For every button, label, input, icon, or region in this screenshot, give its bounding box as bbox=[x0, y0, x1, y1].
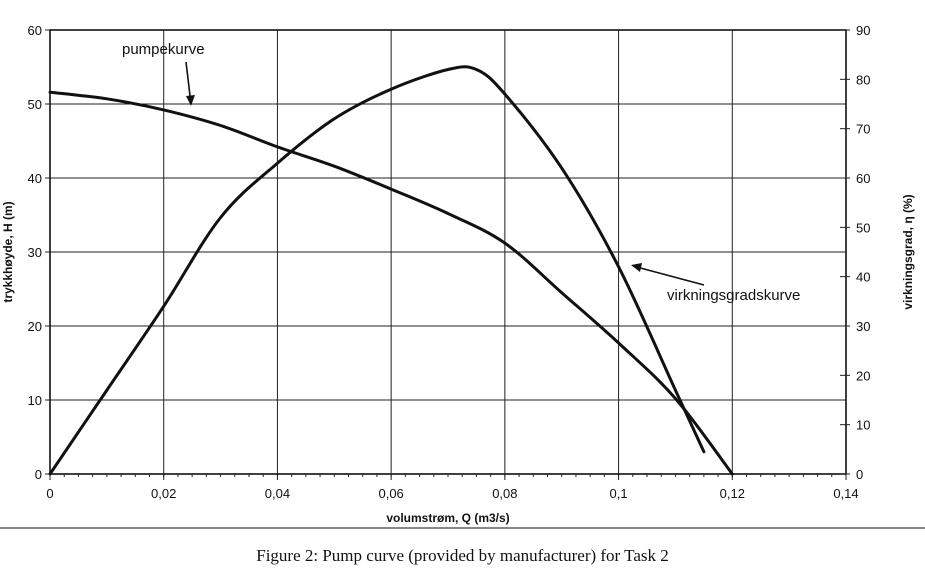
virkningsgradskurve-arrow bbox=[631, 263, 705, 286]
curves bbox=[48, 65, 734, 476]
x-tick-label: 0 bbox=[46, 486, 53, 501]
grid bbox=[50, 30, 846, 474]
pumpekurve-label: pumpekurve bbox=[122, 41, 205, 58]
x-tick-label: 0,12 bbox=[720, 486, 745, 501]
series-line-virkningsgradskurve bbox=[48, 65, 706, 476]
x-tick-label: 0,04 bbox=[265, 486, 290, 501]
y-left-tick-label: 30 bbox=[28, 245, 42, 260]
y-right-tick-label: 40 bbox=[856, 270, 870, 285]
ticks: 0 0,02 0,04 0,06 0,08 0,1 0,12 0,14 0 10 20 30 40 50 6… bbox=[28, 23, 871, 501]
y-left-tick-label: 10 bbox=[28, 393, 42, 408]
x-axis-title: volumstrøm, Q (m3/s) bbox=[386, 511, 509, 525]
y-right-tick-label: 50 bbox=[856, 220, 870, 235]
x-tick-label: 0,08 bbox=[492, 486, 517, 501]
y-left-tick-label: 20 bbox=[28, 319, 42, 334]
y-right-tick-label: 60 bbox=[856, 171, 870, 186]
y-left-tick-label: 50 bbox=[28, 97, 42, 112]
y-right-tick-label: 30 bbox=[856, 319, 870, 334]
y-right-tick-label: 10 bbox=[856, 418, 870, 433]
x-tick-label: 0,14 bbox=[833, 486, 858, 501]
y-right-tick-label: 70 bbox=[856, 122, 870, 137]
y-left-tick-label: 60 bbox=[28, 23, 42, 38]
y-left-tick-label: 40 bbox=[28, 171, 42, 186]
x-tick-label: 0,1 bbox=[610, 486, 628, 501]
y-axis-left-title: trykkhøyde, H (m) bbox=[1, 201, 15, 302]
y-right-tick-label: 80 bbox=[856, 72, 870, 87]
figure-caption: Figure 2: Pump curve (provided by manufa… bbox=[256, 546, 669, 565]
virkningsgradskurve-label: virkningsgradskurve bbox=[667, 287, 800, 304]
y-left-tick-label: 0 bbox=[35, 467, 42, 482]
x-tick-label: 0,06 bbox=[378, 486, 403, 501]
x-tick-label: 0,02 bbox=[151, 486, 176, 501]
y-right-tick-label: 90 bbox=[856, 23, 870, 38]
pumpekurve-arrow bbox=[185, 61, 195, 106]
series-line-pumpekurve bbox=[48, 90, 734, 476]
y-right-tick-label: 20 bbox=[856, 368, 870, 383]
y-right-tick-label: 0 bbox=[856, 467, 863, 482]
y-axis-right-title: virkningsgrad, η (%) bbox=[901, 194, 915, 309]
